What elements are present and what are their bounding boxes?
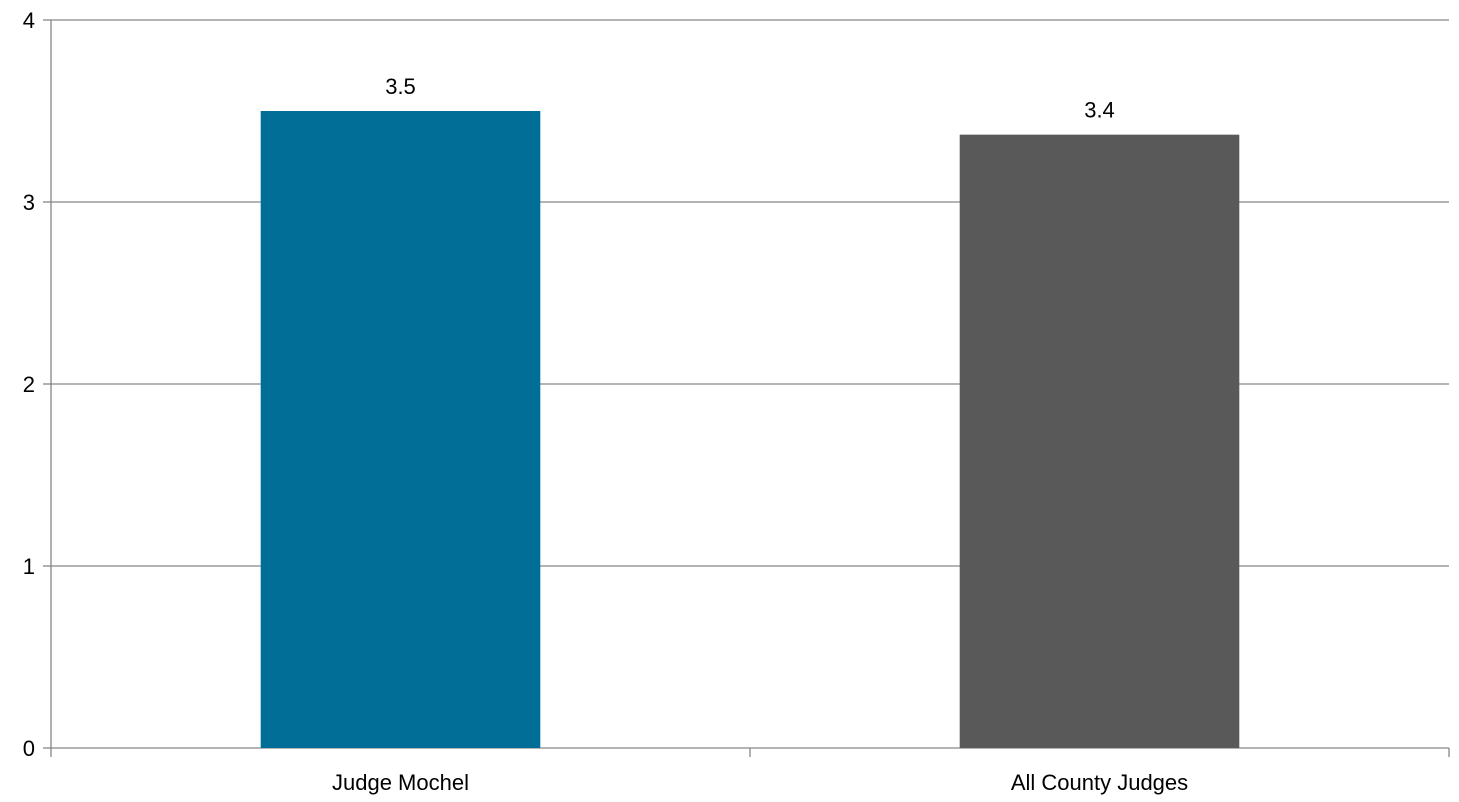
y-tick-label: 2 [23, 372, 35, 397]
data-label: 3.4 [1084, 98, 1115, 123]
bar [959, 134, 1240, 748]
bars [260, 111, 1240, 748]
y-tick-label: 4 [23, 8, 35, 33]
y-tick-labels: 0 1 2 3 4 [23, 8, 35, 761]
y-tick-label: 1 [23, 554, 35, 579]
y-tick-label: 0 [23, 736, 35, 761]
y-tick-label: 3 [23, 190, 35, 215]
bar [260, 111, 541, 748]
category-labels: Judge Mochel All County Judges [332, 770, 1188, 795]
category-label: Judge Mochel [332, 770, 469, 795]
category-label: All County Judges [1011, 770, 1188, 795]
data-label: 3.5 [385, 74, 416, 99]
data-labels: 3.5 3.4 [385, 74, 1115, 123]
